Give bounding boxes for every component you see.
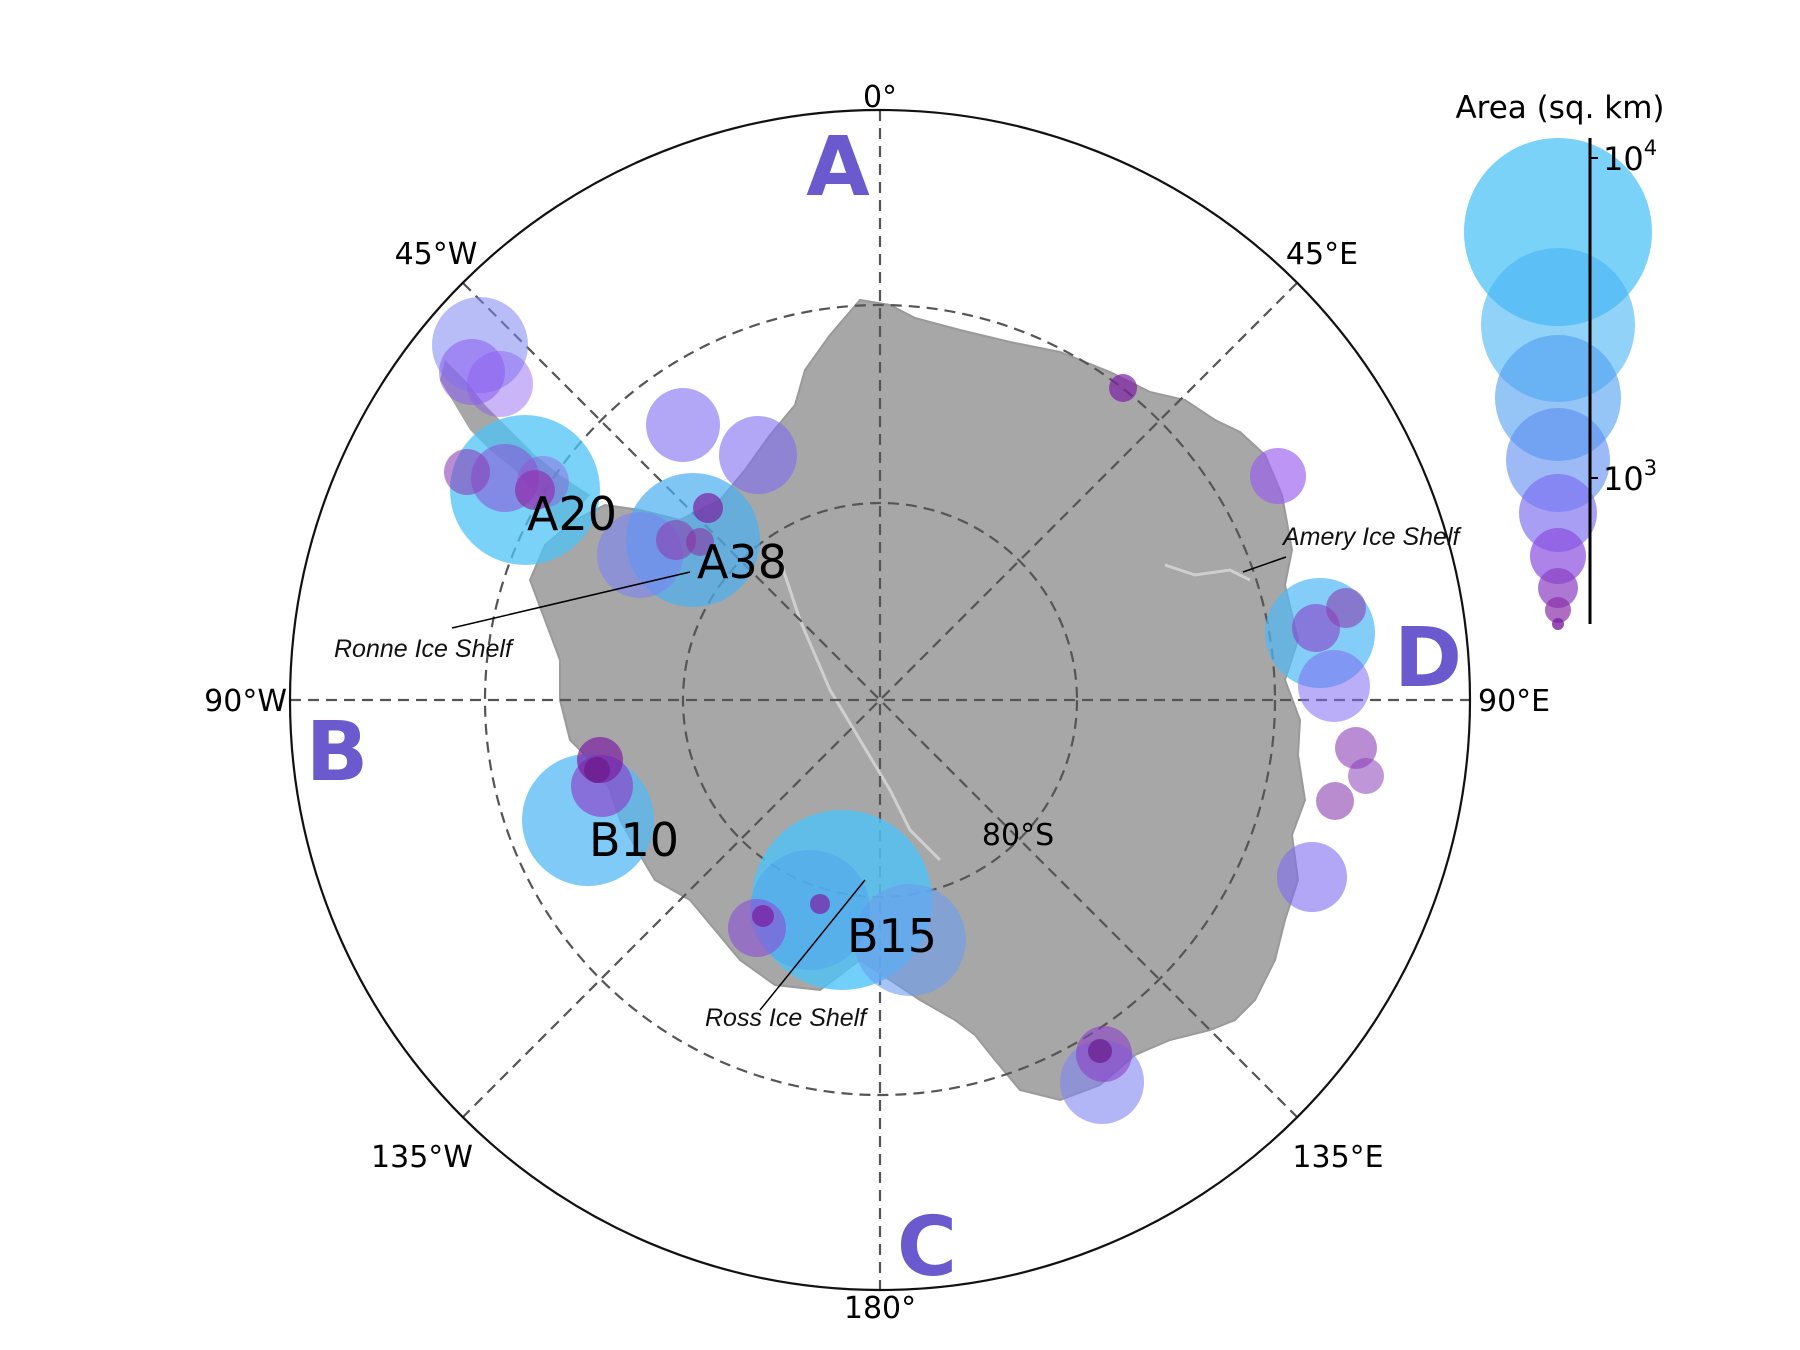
- legend-bubble: [1538, 568, 1578, 608]
- iceberg-bubble: [1326, 588, 1366, 628]
- sector-label-a: A: [806, 120, 870, 215]
- legend-title: Area (sq. km): [1455, 90, 1664, 126]
- iceberg-label-b10: B10: [589, 813, 679, 867]
- size-legend: Area (sq. km) 104 103: [1455, 90, 1665, 630]
- iceberg-label-b15: B15: [847, 909, 937, 963]
- meridian-label-135w: 135°W: [371, 1140, 473, 1175]
- sector-label-d: D: [1394, 611, 1462, 706]
- iceberg-bubble: [752, 905, 774, 927]
- iceberg-bubble: [810, 894, 830, 914]
- iceberg-bubble: [1316, 782, 1354, 820]
- legend-bubble: [1545, 597, 1571, 623]
- amery-basin-texture: [1164, 563, 1251, 582]
- meridian-label-45e: 45°E: [1286, 237, 1358, 272]
- iceberg-bubble: [1348, 758, 1384, 794]
- iceberg-bubble: [1088, 1039, 1112, 1063]
- iceberg-bubble: [656, 520, 696, 560]
- iceberg-bubble: [854, 884, 966, 996]
- iceberg-bubble: [467, 351, 533, 417]
- meridian-label-135e: 135°E: [1292, 1140, 1383, 1175]
- iceberg-bubble: [1277, 842, 1347, 912]
- iceberg-bubble: [584, 757, 610, 783]
- legend-bubble: [1519, 474, 1597, 552]
- meridian-label-90e: 90°E: [1478, 684, 1550, 719]
- meridian-label-90w: 90°W: [204, 684, 287, 719]
- sector-label-c: C: [897, 1200, 957, 1295]
- iceberg-bubble: [444, 449, 490, 495]
- shelf-label-ross: Ross Ice Shelf: [705, 1004, 869, 1032]
- meridian-label-45w: 45°W: [395, 237, 478, 272]
- shelf-pointers: [451, 556, 1287, 1011]
- iceberg-bubble: [439, 339, 505, 405]
- iceberg-bubble: [646, 388, 720, 462]
- iceberg-bubble: [686, 528, 714, 556]
- map-frame: [288, 108, 1472, 1292]
- meridian-135: [462, 282, 1298, 1118]
- ronne-pointer: [451, 571, 691, 629]
- legend-tick-label-upper: 104: [1603, 136, 1657, 178]
- iceberg-bubbles: [432, 297, 1384, 1124]
- meridian-45: [462, 282, 1298, 1118]
- iceberg-bubble: [1250, 448, 1306, 504]
- ross-pointer: [759, 879, 866, 1011]
- latitude-label-80s: 80°S: [982, 818, 1054, 853]
- iceberg-label-a38: A38: [697, 535, 787, 589]
- iceberg-bubble: [1298, 650, 1370, 722]
- iceberg-bubble: [517, 456, 569, 508]
- iceberg-bubble: [693, 493, 723, 523]
- lat-circle-70s: [483, 303, 1277, 1097]
- shelf-label-ronne: Ronne Ice Shelf: [334, 635, 515, 663]
- meridian-label-180: 180°: [844, 1291, 916, 1326]
- iceberg-bubble: [515, 470, 555, 510]
- shelf-label-amery: Amery Ice Shelf: [1281, 523, 1463, 551]
- amery-pointer: [1242, 556, 1287, 573]
- legend-bubble: [1552, 618, 1564, 630]
- meridian-label-0: 0°: [863, 80, 897, 115]
- legend-bubble: [1530, 528, 1586, 584]
- iceberg-bubble: [719, 416, 797, 494]
- legend-tick-label-lower: 103: [1603, 456, 1657, 498]
- iceberg-label-a20: A20: [527, 487, 617, 541]
- sector-label-b: B: [306, 705, 369, 800]
- iceberg-bubble: [1109, 374, 1137, 402]
